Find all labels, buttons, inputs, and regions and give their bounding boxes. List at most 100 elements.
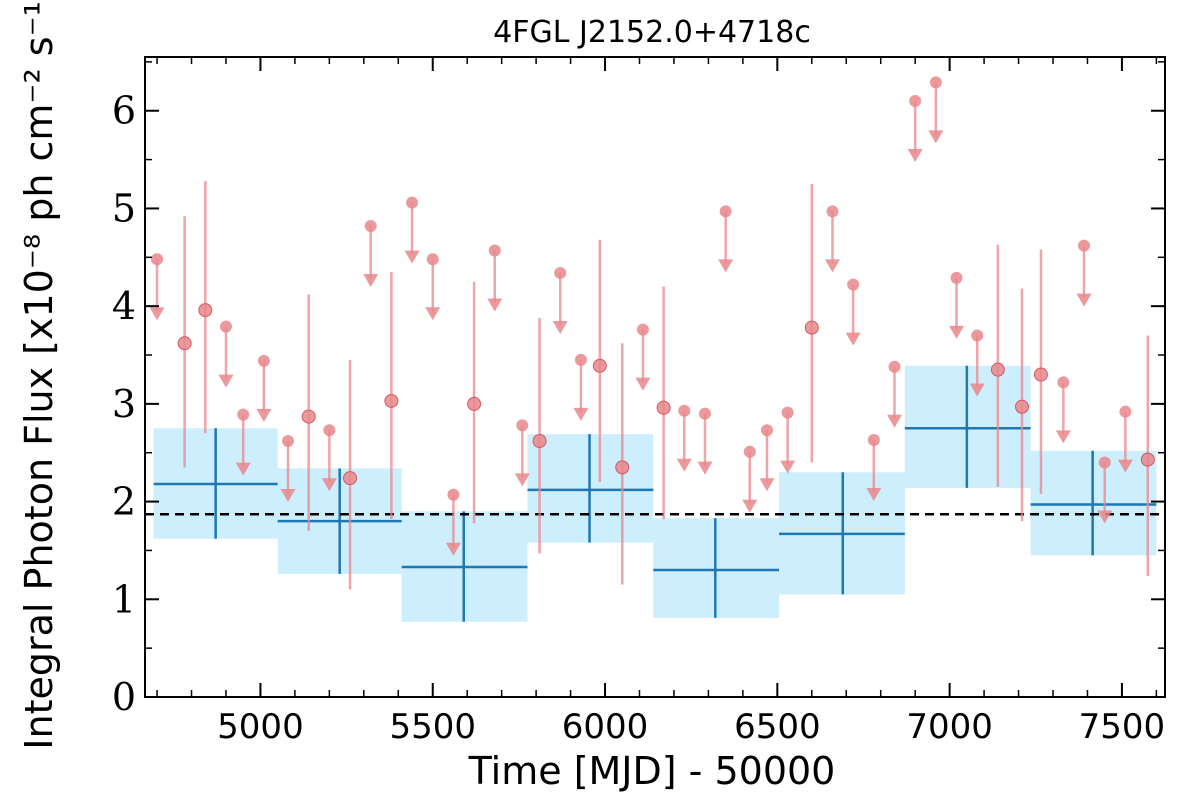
upper-limit-point bbox=[950, 271, 963, 284]
upper-limit-arrow bbox=[676, 458, 692, 472]
upper-limit-arrow bbox=[280, 489, 296, 502]
upper-limit-arrow bbox=[907, 148, 923, 162]
flux-point bbox=[592, 358, 607, 373]
upper-limit-point bbox=[678, 404, 691, 417]
upper-limit-arrow bbox=[697, 461, 713, 475]
upper-limit-arrow bbox=[256, 408, 272, 422]
upper-limit-point bbox=[636, 323, 649, 336]
upper-limit-point bbox=[488, 244, 501, 257]
plot-frame bbox=[144, 56, 1166, 698]
upper-limit-arrow bbox=[404, 250, 420, 264]
upper-limit-point bbox=[760, 424, 773, 437]
upper-limit-point bbox=[719, 205, 732, 218]
x-axis-label: Time [MJD] - 50000 bbox=[468, 749, 836, 793]
upper-limit-arrow bbox=[1097, 510, 1113, 524]
upper-limit-arrow bbox=[759, 478, 775, 492]
x-tick-label: 5500 bbox=[389, 707, 476, 747]
y-tick-label: 5 bbox=[112, 186, 136, 230]
flux-point bbox=[343, 471, 358, 486]
upper-limit-arrow bbox=[363, 274, 379, 288]
upper-limit-arrow bbox=[1117, 459, 1133, 473]
flux-point bbox=[177, 336, 192, 351]
upper-limit-arrow bbox=[445, 542, 461, 556]
upper-limit-point bbox=[323, 424, 336, 437]
x-tick-label: 5000 bbox=[217, 707, 304, 747]
axis-ticks bbox=[145, 57, 1165, 698]
upper-limit-point bbox=[867, 434, 880, 447]
flux-point bbox=[532, 434, 547, 448]
y-tick-label: 3 bbox=[112, 382, 136, 426]
upper-limit-arrow bbox=[1055, 430, 1071, 444]
upper-limit-arrow bbox=[886, 414, 902, 428]
flux-point bbox=[1140, 452, 1155, 467]
upper-limit-point bbox=[364, 220, 377, 233]
upper-limit-arrow bbox=[635, 377, 651, 391]
upper-limit-point bbox=[1119, 405, 1132, 418]
x-tick-label: 6000 bbox=[562, 707, 649, 747]
x-tick-label: 6500 bbox=[734, 707, 821, 747]
upper-limit-arrow bbox=[742, 499, 758, 513]
upper-limit-arrow bbox=[573, 407, 589, 421]
upper-limit-arrow bbox=[824, 259, 840, 273]
flux-point bbox=[467, 396, 482, 411]
upper-limit-point bbox=[282, 435, 295, 447]
flux-point bbox=[804, 320, 819, 335]
upper-limit-arrow bbox=[514, 473, 530, 487]
y-tick-label: 0 bbox=[112, 675, 136, 719]
y-tick-label: 6 bbox=[112, 89, 136, 133]
flux-point bbox=[1014, 399, 1029, 414]
upper-limit-arrow bbox=[1076, 293, 1092, 307]
upper-limit-arrow bbox=[949, 325, 965, 339]
upper-limit-arrow bbox=[866, 488, 882, 502]
flux-point bbox=[1033, 367, 1048, 382]
y-axis-label: Integral Photon Flux [x10⁻⁸ ph cm⁻² s⁻¹] bbox=[17, 0, 61, 750]
upper-limit-arrow bbox=[487, 298, 503, 312]
upper-limit-point bbox=[847, 278, 860, 291]
upper-limit-point bbox=[909, 94, 922, 107]
upper-limit-arrow bbox=[218, 374, 234, 388]
upper-limit-arrow bbox=[149, 307, 165, 321]
binned-flux-layer bbox=[153, 365, 1157, 622]
chart-title: 4FGL J2152.0+4718c bbox=[493, 15, 811, 50]
upper-limit-point bbox=[888, 360, 901, 373]
x-tick-label: 7500 bbox=[1079, 707, 1166, 747]
upper-limit-point bbox=[1057, 376, 1070, 389]
upper-limit-point bbox=[516, 419, 529, 432]
monthly-flux-layer bbox=[149, 76, 1155, 590]
upper-limit-arrow bbox=[969, 383, 985, 397]
upper-limit-point bbox=[929, 76, 942, 89]
flux-point bbox=[656, 400, 671, 415]
upper-limit-arrow bbox=[552, 320, 568, 334]
upper-limit-point bbox=[426, 253, 439, 266]
upper-limit-arrow bbox=[845, 332, 861, 346]
y-tick-label: 1 bbox=[112, 577, 136, 621]
upper-limit-point bbox=[1078, 239, 1091, 252]
upper-limit-arrow bbox=[928, 130, 944, 144]
upper-limit-point bbox=[219, 320, 232, 333]
upper-limit-point bbox=[781, 406, 794, 419]
y-tick-label: 4 bbox=[112, 284, 136, 328]
y-tick-label: 2 bbox=[112, 480, 136, 524]
upper-limit-point bbox=[237, 408, 250, 421]
flux-point bbox=[990, 362, 1005, 377]
upper-limit-arrow bbox=[425, 307, 441, 321]
upper-limit-point bbox=[257, 354, 270, 367]
flux-point bbox=[615, 460, 630, 475]
upper-limit-arrow bbox=[321, 478, 337, 492]
axis-tick-labels: 5000 5500 6000 6500 7000 7500 0 1 2 3 4 5 6 bbox=[112, 89, 1165, 747]
flux-point bbox=[384, 393, 399, 408]
plot-border bbox=[144, 56, 1166, 698]
upper-limit-point bbox=[554, 266, 567, 279]
upper-limit-point bbox=[1098, 456, 1111, 469]
upper-limit-point bbox=[826, 205, 839, 218]
upper-limit-point bbox=[743, 445, 756, 458]
upper-limit-arrow bbox=[780, 460, 796, 474]
x-tick-label: 7000 bbox=[906, 707, 993, 747]
upper-limit-point bbox=[406, 196, 419, 209]
upper-limit-point bbox=[447, 488, 460, 501]
upper-limit-point bbox=[698, 407, 711, 420]
upper-limit-point bbox=[151, 253, 164, 266]
flux-point bbox=[301, 409, 316, 424]
upper-limit-arrow bbox=[235, 462, 251, 476]
